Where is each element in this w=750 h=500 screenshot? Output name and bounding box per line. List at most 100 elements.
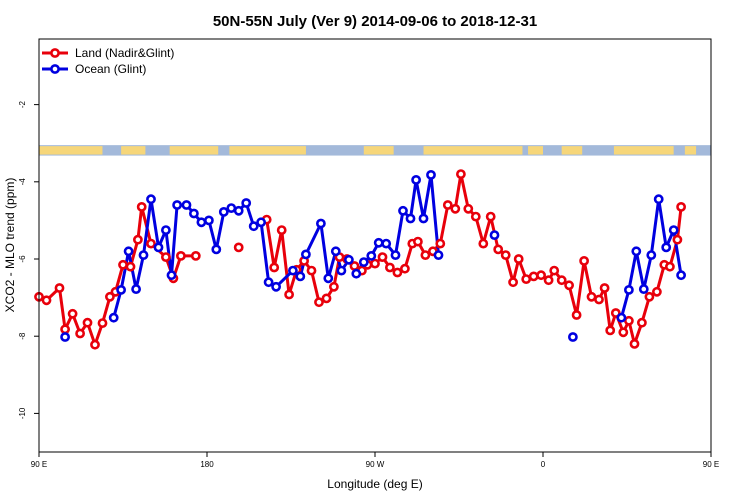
data-point xyxy=(146,194,156,205)
data-point xyxy=(218,206,229,217)
data-point xyxy=(549,265,560,276)
data-point xyxy=(668,225,679,235)
y-tick-label: -10 xyxy=(18,407,27,419)
data-point xyxy=(568,332,578,342)
land-band xyxy=(169,146,219,155)
data-point xyxy=(521,274,532,284)
x-tick-label: 90 E xyxy=(31,460,47,469)
land-band xyxy=(561,146,583,155)
data-point xyxy=(351,268,362,279)
data-point xyxy=(271,281,281,292)
data-point xyxy=(390,250,401,260)
y-tick-label: -4 xyxy=(18,178,27,186)
data-point xyxy=(455,169,466,179)
data-point xyxy=(377,252,388,262)
data-point xyxy=(284,289,294,300)
data-point xyxy=(211,244,222,255)
data-point xyxy=(672,234,683,245)
data-point xyxy=(172,200,182,210)
legend-marker xyxy=(50,64,60,74)
data-point xyxy=(276,225,287,235)
data-point xyxy=(435,238,446,249)
data-point xyxy=(676,270,686,281)
data-point xyxy=(644,291,655,302)
data-point xyxy=(328,281,339,292)
data-point xyxy=(373,237,384,248)
data-point xyxy=(321,293,332,304)
data-point xyxy=(624,284,634,295)
data-point xyxy=(418,213,429,224)
data-point xyxy=(652,286,662,297)
data-point xyxy=(463,203,474,214)
data-point xyxy=(358,257,369,267)
data-point xyxy=(653,194,664,205)
land-band xyxy=(121,146,146,155)
data-point xyxy=(132,234,143,245)
data-point xyxy=(67,308,78,319)
data-point xyxy=(138,250,149,260)
data-point xyxy=(478,238,489,249)
data-point xyxy=(188,208,199,219)
data-point xyxy=(315,218,326,229)
data-point xyxy=(330,246,341,257)
data-point xyxy=(470,211,481,222)
data-point xyxy=(263,277,274,288)
data-point xyxy=(676,201,686,212)
data-point xyxy=(60,332,70,342)
data-point xyxy=(203,215,214,226)
data-point xyxy=(405,213,416,224)
data-point xyxy=(153,242,164,253)
data-point xyxy=(571,310,582,320)
data-point xyxy=(97,318,108,328)
data-point xyxy=(605,325,616,336)
data-point xyxy=(586,291,597,302)
data-point xyxy=(125,261,136,272)
data-point xyxy=(233,242,244,253)
x-axis-label: Longitude (deg E) xyxy=(327,477,422,491)
data-point xyxy=(323,273,334,284)
data-point xyxy=(370,258,380,269)
data-point xyxy=(398,205,408,216)
legend: Land (Nadir&Glint) Ocean (Glint) xyxy=(42,46,174,76)
data-point xyxy=(556,275,567,286)
land-mask-band xyxy=(39,145,711,156)
data-point xyxy=(433,250,444,260)
land-band xyxy=(39,146,103,155)
data-point xyxy=(500,250,511,260)
data-point xyxy=(638,284,649,294)
data-point xyxy=(160,225,171,235)
data-point xyxy=(536,270,546,281)
x-axis: 90 E 180 90 W 0 90 E xyxy=(31,452,719,469)
data-point xyxy=(564,280,574,291)
data-point xyxy=(54,283,65,293)
data-point xyxy=(116,284,126,295)
chart-title: 50N-55N July (Ver 9) 2014-09-06 to 2018-… xyxy=(213,13,537,30)
data-point xyxy=(295,271,306,282)
data-point xyxy=(493,244,504,255)
data-point xyxy=(381,238,392,249)
y-axis-label: XCO2 - MLO trend (ppm) xyxy=(3,178,17,313)
data-point xyxy=(256,217,266,228)
data-point xyxy=(118,259,128,270)
data-point xyxy=(60,324,70,335)
data-point xyxy=(637,317,647,328)
data-point xyxy=(665,261,675,272)
data-point xyxy=(108,312,119,323)
data-point xyxy=(616,312,627,323)
data-point xyxy=(105,291,115,302)
land-band xyxy=(363,146,394,155)
land-band xyxy=(684,146,697,155)
data-point xyxy=(233,205,244,216)
data-point xyxy=(269,262,280,273)
data-point xyxy=(175,250,186,261)
data-point xyxy=(190,250,201,261)
data-point xyxy=(336,265,347,276)
y-tick-label: -6 xyxy=(18,255,27,263)
data-point xyxy=(513,254,524,264)
data-point xyxy=(579,255,589,266)
legend-marker xyxy=(50,48,60,58)
data-point xyxy=(618,327,629,338)
data-point xyxy=(166,270,177,281)
land-band xyxy=(528,146,543,155)
